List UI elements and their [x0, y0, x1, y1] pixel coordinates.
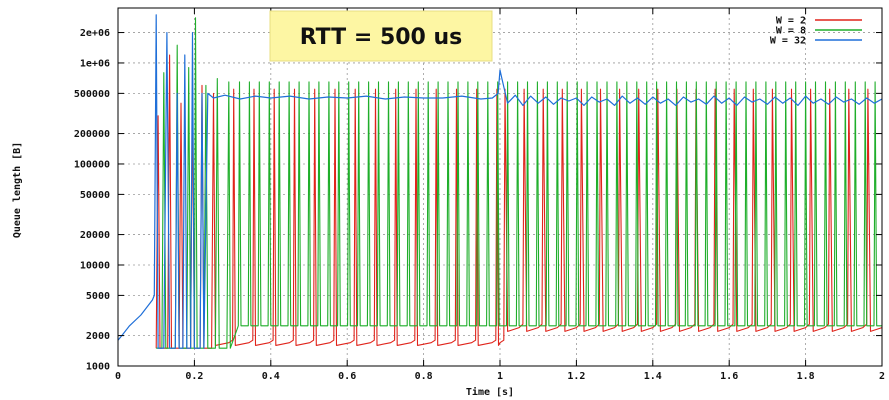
x-tick-label: 1 [497, 371, 503, 382]
x-tick-label: 1.8 [797, 371, 815, 382]
axis-ticks: 1000 2000 5000 10000 20000 50000 100000 200000 5… [74, 8, 885, 382]
annotation-box: RTT = 500 us [269, 10, 493, 62]
annotation-text: RTT = 500 us [300, 25, 463, 50]
y-tick-label: 100000 [74, 159, 110, 170]
x-tick-label: 1.4 [644, 371, 662, 382]
x-tick-label: 0.2 [185, 371, 203, 382]
series-line-3 [117, 14, 883, 349]
x-tick-label: 0.4 [262, 371, 280, 382]
legend-label: W = 32 [770, 36, 806, 47]
y-tick-label: 2e+06 [80, 28, 110, 39]
y-tick-label: 500000 [74, 89, 110, 100]
series-lines [117, 14, 883, 349]
y-tick-label: 20000 [80, 230, 110, 241]
y-tick-label: 1e+06 [80, 58, 110, 69]
series-line-1 [155, 54, 883, 349]
x-tick-label: 0.8 [415, 371, 433, 382]
x-tick-label: 1.2 [567, 371, 585, 382]
series-line-2 [156, 17, 882, 349]
y-tick-label: 10000 [80, 260, 110, 271]
y-tick-label: 2000 [86, 331, 110, 342]
y-tick-label: 50000 [80, 190, 110, 201]
y-tick-label: 5000 [86, 291, 110, 302]
y-axis-title: Queue length [B] [12, 142, 23, 238]
x-tick-label: 2 [879, 371, 885, 382]
x-tick-label: 0 [115, 371, 121, 382]
x-tick-label: 1.6 [720, 371, 738, 382]
x-tick-label: 0.6 [338, 371, 356, 382]
x-axis-title: Time [s] [466, 386, 514, 398]
y-tick-label: 1000 [86, 362, 110, 373]
legend-label: W = 2 [776, 16, 806, 27]
legend: W = 2W = 8W = 32 [770, 16, 862, 47]
legend-label: W = 8 [776, 26, 806, 37]
y-tick-label: 200000 [74, 129, 110, 140]
